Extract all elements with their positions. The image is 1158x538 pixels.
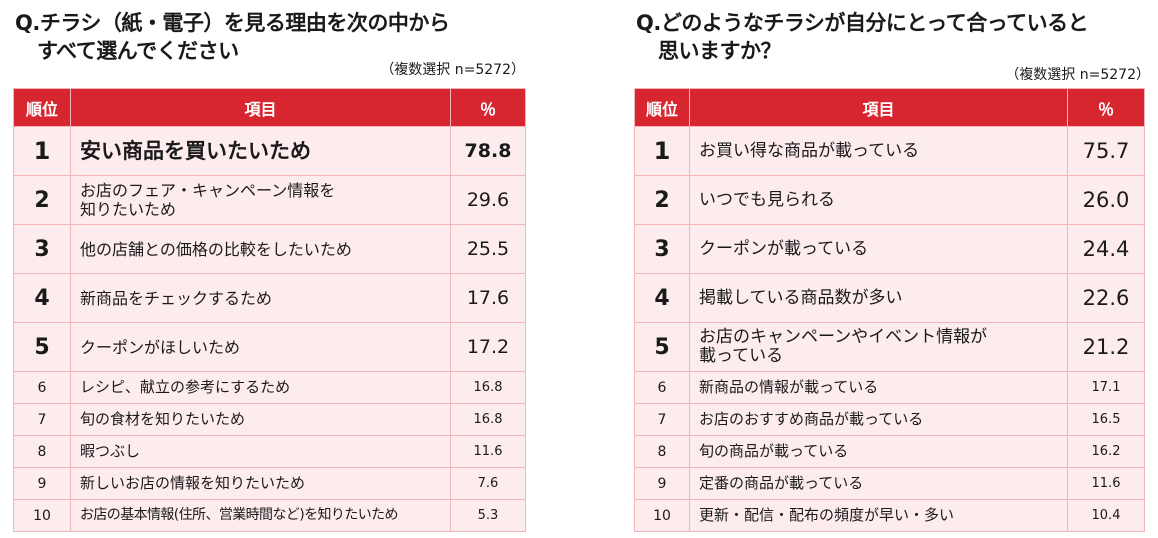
sample-note: （複数選択 n=5272） — [1005, 67, 1150, 83]
percent-cell: 11.6 — [450, 435, 526, 468]
percent-cell: 25.5 — [450, 224, 526, 274]
rank-cell: 9 — [13, 467, 71, 500]
table-row: 5 お店のキャンペーンやイベント情報が 載っている 21.2 — [634, 322, 1145, 372]
item-cell: 更新・配信・配布の頻度が早い・多い — [689, 499, 1068, 532]
percent-cell: 24.4 — [1067, 224, 1145, 274]
item-cell: お店の基本情報(住所、営業時間など)を知りたいため — [70, 499, 451, 532]
table-row: 2 いつでも見られる 26.0 — [634, 175, 1145, 225]
percent-cell: 16.2 — [1067, 435, 1145, 468]
item-cell: 安い商品を買いたいため — [70, 126, 451, 176]
item-cell: クーポンがほしいため — [70, 322, 451, 372]
table-row: 3 他の店舗との価格の比較をしたいため 25.5 — [13, 224, 526, 274]
percent-cell: 29.6 — [450, 175, 526, 225]
item-cell: お店のフェア・キャンペーン情報を 知りたいため — [70, 175, 451, 225]
rank-cell: 7 — [634, 403, 690, 436]
rank-cell: 4 — [634, 273, 690, 323]
rank-cell: 3 — [634, 224, 690, 274]
percent-cell: 16.8 — [450, 403, 526, 436]
percent-cell: 16.8 — [450, 371, 526, 404]
rank-cell: 2 — [13, 175, 71, 225]
item-cell: 定番の商品が載っている — [689, 467, 1068, 500]
item-cell: クーポンが載っている — [689, 224, 1068, 274]
table-header-row: 順位 項目 ％ — [13, 88, 526, 127]
sample-note: （複数選択 n=5272） — [380, 62, 525, 78]
table-row: 4 掲載している商品数が多い 22.6 — [634, 273, 1145, 323]
percent-cell: 17.6 — [450, 273, 526, 323]
header-rank: 順位 — [13, 88, 71, 127]
rank-cell: 9 — [634, 467, 690, 500]
table-row: 7 お店のおすすめ商品が載っている 16.5 — [634, 403, 1145, 436]
percent-cell: 7.6 — [450, 467, 526, 500]
item-cell: レシピ、献立の参考にするため — [70, 371, 451, 404]
rank-cell: 5 — [13, 322, 71, 372]
header-item: 項目 — [70, 88, 451, 127]
item-cell: 他の店舗との価格の比較をしたいため — [70, 224, 451, 274]
ranking-table: 順位 項目 ％ 1 お買い得な商品が載っている 75.7 2 いつでも見られる … — [634, 88, 1145, 532]
item-cell: 新しいお店の情報を知りたいため — [70, 467, 451, 500]
header-rank: 順位 — [634, 88, 690, 127]
table-row: 1 お買い得な商品が載っている 75.7 — [634, 126, 1145, 176]
rank-cell: 4 — [13, 273, 71, 323]
item-cell: いつでも見られる — [689, 175, 1068, 225]
rank-cell: 6 — [634, 371, 690, 404]
header-pct: ％ — [450, 88, 526, 127]
question-line-1: Q.チラシ（紙・電子）を見る理由を次の中から — [15, 11, 450, 35]
table-row: 8 旬の商品が載っている 16.2 — [634, 435, 1145, 468]
percent-cell: 17.1 — [1067, 371, 1145, 404]
question-line-1: Q.どのようなチラシが自分にとって合っていると — [636, 11, 1089, 35]
question-line-2: すべて選んでください — [37, 39, 239, 63]
item-cell: 新商品の情報が載っている — [689, 371, 1068, 404]
header-item: 項目 — [689, 88, 1068, 127]
item-cell: お買い得な商品が載っている — [689, 126, 1068, 176]
percent-cell: 10.4 — [1067, 499, 1145, 532]
rank-cell: 8 — [13, 435, 71, 468]
header-pct: ％ — [1067, 88, 1145, 127]
table-row: 10 更新・配信・配布の頻度が早い・多い 10.4 — [634, 499, 1145, 532]
percent-cell: 5.3 — [450, 499, 526, 532]
item-cell: お店のおすすめ商品が載っている — [689, 403, 1068, 436]
table-row: 6 レシピ、献立の参考にするため 16.8 — [13, 371, 526, 404]
question-title: Q.チラシ（紙・電子）を見る理由を次の中から すべて選んでください — [15, 9, 450, 65]
percent-cell: 16.5 — [1067, 403, 1145, 436]
question-title: Q.どのようなチラシが自分にとって合っていると 思いますか？ — [636, 9, 1089, 65]
percent-cell: 17.2 — [450, 322, 526, 372]
item-cell: 旬の食材を知りたいため — [70, 403, 451, 436]
table-row: 9 定番の商品が載っている 11.6 — [634, 467, 1145, 500]
rank-cell: 5 — [634, 322, 690, 372]
table-row: 6 新商品の情報が載っている 17.1 — [634, 371, 1145, 404]
table-row: 9 新しいお店の情報を知りたいため 7.6 — [13, 467, 526, 500]
percent-cell: 21.2 — [1067, 322, 1145, 372]
rank-cell: 3 — [13, 224, 71, 274]
rank-cell: 2 — [634, 175, 690, 225]
rank-cell: 10 — [634, 499, 690, 532]
item-cell: 新商品をチェックするため — [70, 273, 451, 323]
percent-cell: 26.0 — [1067, 175, 1145, 225]
table-row: 10 お店の基本情報(住所、営業時間など)を知りたいため 5.3 — [13, 499, 526, 532]
rank-cell: 10 — [13, 499, 71, 532]
table-row: 8 暇つぶし 11.6 — [13, 435, 526, 468]
rank-cell: 1 — [634, 126, 690, 176]
percent-cell: 75.7 — [1067, 126, 1145, 176]
item-cell: 暇つぶし — [70, 435, 451, 468]
table-row: 5 クーポンがほしいため 17.2 — [13, 322, 526, 372]
rank-cell: 8 — [634, 435, 690, 468]
rank-cell: 6 — [13, 371, 71, 404]
ranking-table: 順位 項目 ％ 1 安い商品を買いたいため 78.8 2 お店のフェア・キャンペ… — [13, 88, 526, 532]
item-cell: お店のキャンペーンやイベント情報が 載っている — [689, 322, 1068, 372]
question-line-2: 思いますか？ — [658, 39, 782, 63]
percent-cell: 22.6 — [1067, 273, 1145, 323]
percent-cell: 78.8 — [450, 126, 526, 176]
percent-cell: 11.6 — [1067, 467, 1145, 500]
table-header-row: 順位 項目 ％ — [634, 88, 1145, 127]
table-row: 7 旬の食材を知りたいため 16.8 — [13, 403, 526, 436]
table-row: 3 クーポンが載っている 24.4 — [634, 224, 1145, 274]
table-row: 2 お店のフェア・キャンペーン情報を 知りたいため 29.6 — [13, 175, 526, 225]
table-row: 1 安い商品を買いたいため 78.8 — [13, 126, 526, 176]
item-cell: 旬の商品が載っている — [689, 435, 1068, 468]
item-cell: 掲載している商品数が多い — [689, 273, 1068, 323]
table-row: 4 新商品をチェックするため 17.6 — [13, 273, 526, 323]
rank-cell: 7 — [13, 403, 71, 436]
rank-cell: 1 — [13, 126, 71, 176]
